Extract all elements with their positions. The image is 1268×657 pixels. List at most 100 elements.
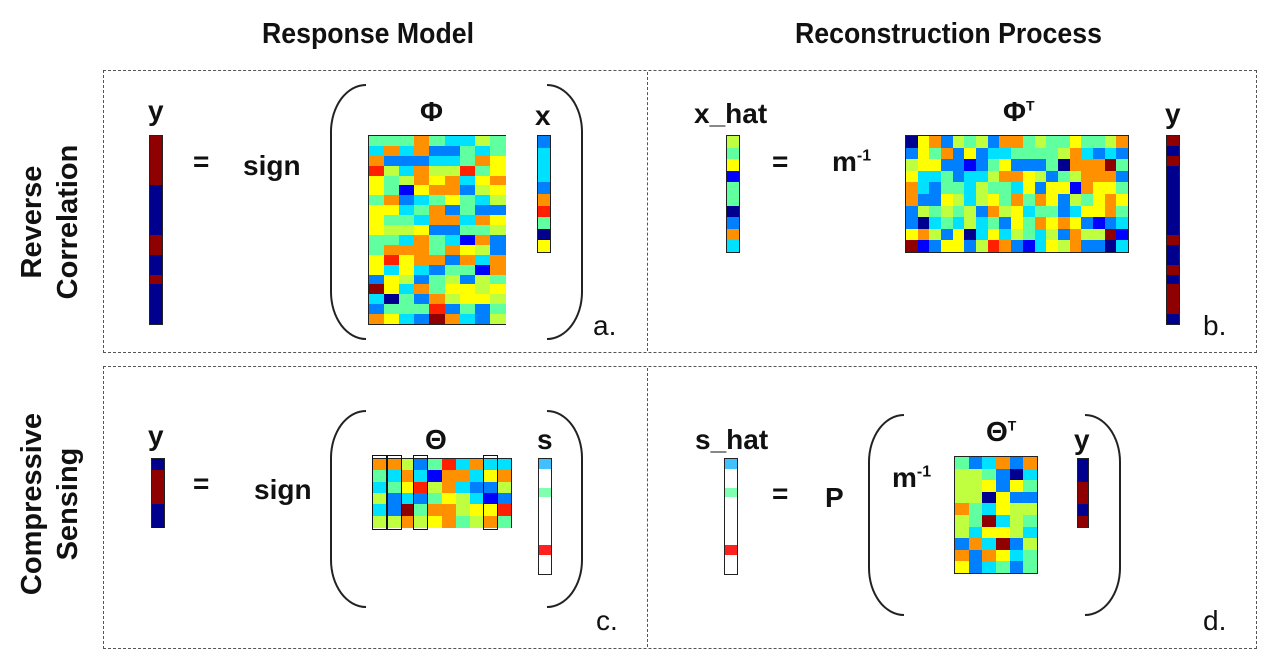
heatmap-cell [1104, 159, 1117, 172]
heatmap-cell [152, 470, 164, 483]
heatmap-cell [429, 145, 446, 156]
panel-tag-a: a. [593, 310, 617, 341]
heatmap-cell [968, 561, 983, 574]
heatmap-cell [150, 264, 162, 275]
heatmap-cell [996, 526, 1010, 539]
heatmap-cell [976, 194, 989, 206]
heatmap-cell [444, 244, 461, 255]
heatmap-cell [996, 549, 1010, 562]
heatmap-cell [1023, 457, 1038, 469]
heatmap-cell [1167, 234, 1179, 245]
heatmap-cell [725, 506, 737, 517]
heatmap-cell [489, 294, 506, 305]
heatmap-cell [1022, 159, 1035, 172]
heatmap-cell [414, 165, 431, 176]
heatmap-cell [429, 274, 446, 285]
heatmap-cell [1081, 147, 1094, 160]
heatmap-cell [150, 234, 162, 245]
heatmap-cell [917, 228, 930, 241]
heatmap-cell [489, 215, 506, 226]
heatmap-cell [459, 136, 476, 146]
heatmap-cell [1116, 240, 1129, 253]
heatmap-cell [442, 515, 456, 528]
heatmap-cell [429, 264, 446, 275]
heatmap-cell [469, 493, 484, 505]
panel-reverse-correlation [103, 70, 1257, 353]
heatmap-cell [725, 478, 737, 489]
heatmap-cell [414, 294, 431, 305]
heatmap-cell [1167, 155, 1179, 166]
heatmap-cell [414, 504, 429, 517]
heatmap-cell [952, 182, 965, 195]
heatmap-cell [538, 159, 550, 172]
heatmap-cell [444, 284, 461, 295]
heatmap-cell [1081, 228, 1094, 241]
heatmap-cell [414, 205, 431, 216]
heatmap-cell [941, 159, 954, 172]
heatmap-cell [1046, 228, 1059, 241]
heatmap-cell [497, 481, 512, 494]
heatmap-cell [474, 304, 491, 315]
heatmap-cell [1009, 561, 1024, 574]
heatmap-cell [968, 526, 983, 539]
heatmap-cell [1023, 468, 1038, 481]
heatmap-cell [1023, 491, 1038, 504]
heatmap-cell [1023, 549, 1038, 562]
heatmap-cell [1092, 182, 1105, 195]
p-operator-label: P [825, 482, 844, 513]
heatmap-cell [399, 215, 416, 226]
heatmap-cell [373, 493, 387, 505]
heatmap-cell [976, 170, 989, 183]
heatmap-cell [444, 304, 461, 315]
heatmap-cell [384, 284, 401, 295]
heatmap-cell [414, 175, 431, 186]
heatmap-cell [1092, 228, 1105, 241]
heatmap-cell [1046, 217, 1059, 230]
heatmap-cell [150, 185, 162, 196]
y-response-vector [1077, 458, 1089, 528]
heatmap-cell [964, 147, 977, 160]
heatmap-cell [976, 182, 989, 195]
heatmap-cell [150, 175, 162, 186]
heatmap-cell [906, 217, 918, 230]
heatmap-cell [1167, 314, 1179, 325]
heatmap-cell [384, 314, 401, 325]
heatmap-cell [1069, 170, 1082, 183]
heatmap-cell [1034, 159, 1047, 172]
heatmap-cell [1022, 217, 1035, 230]
heatmap-cell [964, 217, 977, 230]
heatmap-cell [1034, 182, 1047, 195]
heatmap-cell [539, 497, 551, 508]
heatmap-cell [941, 217, 954, 230]
heatmap-cell [1046, 240, 1059, 253]
heatmap-cell [1057, 217, 1070, 230]
heatmap-cell [428, 470, 443, 483]
heatmap-cell [150, 225, 162, 236]
heatmap-cell [725, 459, 737, 469]
heatmap-cell [150, 155, 162, 166]
heatmap-cell [429, 215, 446, 226]
heatmap-cell [414, 155, 431, 166]
heatmap-cell [399, 155, 416, 166]
heatmap-cell [952, 205, 965, 218]
heatmap-cell [1057, 136, 1070, 148]
heatmap-cell [955, 491, 969, 504]
heatmap-cell [1034, 217, 1047, 230]
heatmap-cell [429, 254, 446, 265]
heatmap-cell [150, 304, 162, 315]
heatmap-cell [1022, 136, 1035, 148]
heatmap-cell [968, 503, 983, 516]
heatmap-cell [1009, 549, 1024, 562]
heatmap-cell [1104, 194, 1117, 206]
heatmap-cell [917, 182, 930, 195]
label-s-hat: s_hat [695, 424, 769, 455]
heatmap-cell [968, 538, 983, 551]
heatmap-cell [996, 491, 1010, 504]
heatmap-cell [982, 538, 997, 551]
panel-tag-d: d. [1203, 605, 1227, 636]
heatmap-cell [538, 205, 550, 218]
label-theta-transpose: ΘT [986, 416, 1017, 447]
heatmap-cell [987, 217, 1000, 230]
heatmap-cell [444, 195, 461, 206]
heatmap-cell [968, 491, 983, 504]
